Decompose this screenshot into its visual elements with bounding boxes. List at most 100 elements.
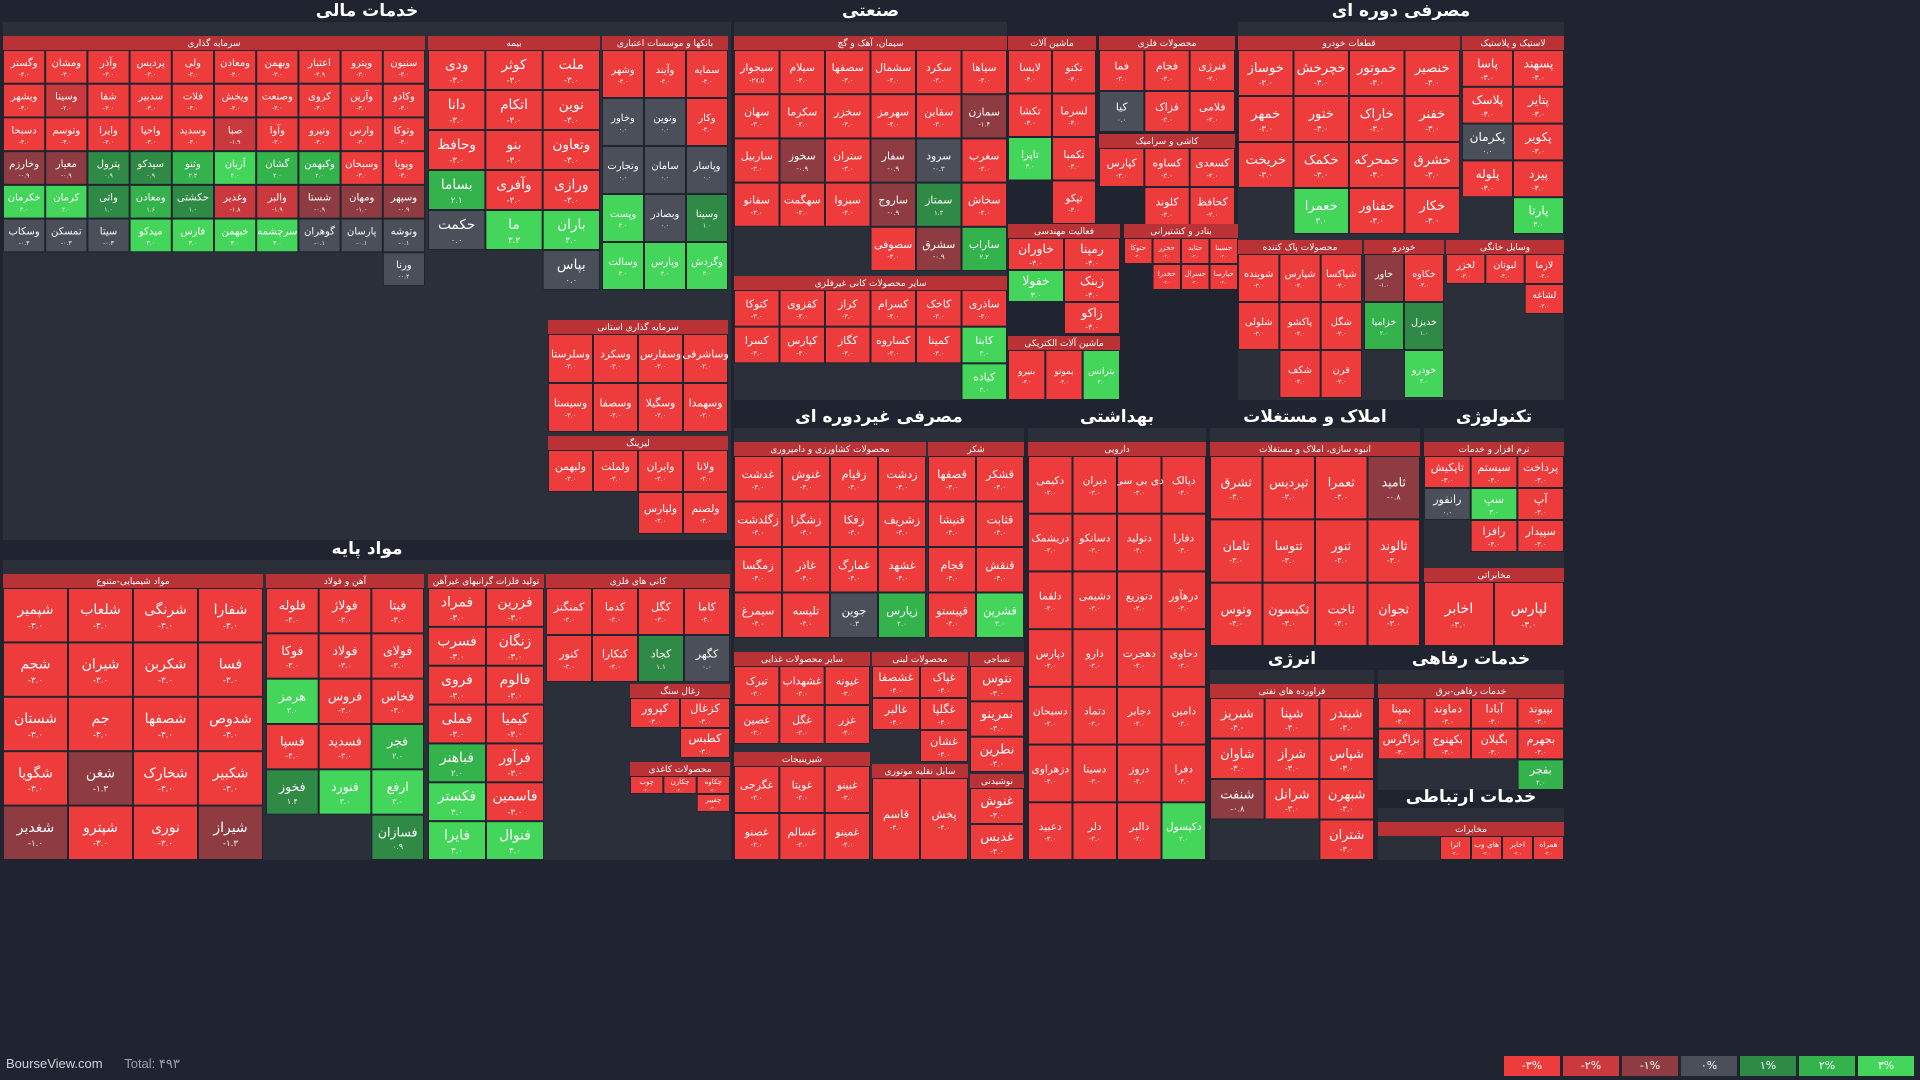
stock-change: ۲.۰ — [273, 173, 282, 180]
stock-tile — [878, 547, 926, 593]
stock-tile — [382, 151, 425, 185]
stock-tile — [1364, 302, 1404, 350]
stock-tile — [87, 218, 130, 253]
stock-tile — [318, 633, 372, 679]
stock-symbol: غپاک — [932, 670, 955, 684]
stock-symbol: کسرا — [745, 334, 770, 347]
stock-change: -۳.۰ — [1206, 75, 1218, 83]
stock-symbol: کدما — [605, 601, 626, 614]
stock-change: -۳.۰ — [145, 71, 156, 78]
stock-symbol: اخابر — [1444, 601, 1473, 617]
stock-change: ۰.۹ — [392, 842, 403, 851]
stock-symbol: فوکا — [281, 643, 303, 659]
stock-symbol: خریخت — [1245, 153, 1286, 168]
stock-change: -۳.۰ — [800, 574, 812, 583]
stock-change: ۳.۰ — [231, 173, 240, 180]
stock-symbol: ستران — [833, 150, 862, 163]
stock-change: -۳.۰ — [223, 622, 238, 632]
stock-tile — [371, 588, 425, 634]
stock-change: -۳.۰ — [1220, 255, 1228, 260]
legend-item: -۳% — [1504, 1056, 1560, 1076]
group-header — [734, 36, 1007, 50]
stock-symbol: وبهمن — [264, 58, 290, 69]
stock-symbol: شلولی — [1245, 317, 1273, 328]
stock-tile — [129, 117, 172, 152]
stock-change: -۳.۰ — [158, 839, 173, 849]
stock-symbol: کحافظ — [1197, 196, 1229, 209]
group-header — [1099, 36, 1235, 50]
group-header — [1238, 36, 1460, 50]
stock-tile — [825, 94, 871, 139]
stock-tile — [1320, 302, 1362, 350]
stock-symbol: غدشت — [742, 467, 775, 481]
stock-symbol: سفار — [881, 150, 905, 163]
stock-change: -۱.۴ — [978, 121, 990, 129]
stock-symbol: شرانل — [1274, 787, 1309, 802]
stock-change: -۳.۰ — [1253, 330, 1264, 337]
group-title: نوشیدنی — [981, 777, 1013, 787]
stock-change: -۳.۰ — [842, 209, 854, 217]
stock-symbol: کساروه — [876, 334, 911, 347]
stock-change: -۰.۹ — [398, 206, 410, 213]
legend-item: ۰% — [1681, 1056, 1737, 1076]
group-header — [1238, 240, 1362, 254]
stock-change: -۳.۰ — [145, 139, 156, 146]
stock-tile — [1099, 91, 1145, 132]
stock-tile — [872, 778, 920, 860]
stock-symbol: فنورد — [331, 779, 359, 795]
stock-tile — [1446, 254, 1486, 284]
group-title: سایل نقلیه موتوری — [885, 767, 956, 777]
stock-tile — [256, 83, 299, 118]
stock-symbol: آبادا — [1485, 701, 1503, 715]
stock-symbol: پلاسک — [1472, 93, 1504, 107]
stock-symbol: قصفها — [937, 467, 967, 481]
stock-symbol: واتی — [99, 193, 118, 204]
stock-symbol: سپیدار — [1525, 525, 1556, 538]
stock-symbol: کپارس — [787, 334, 818, 347]
stock-tile — [485, 90, 543, 130]
stock-symbol: لشاغه — [1532, 290, 1556, 301]
stock-tile — [870, 290, 916, 327]
stock-symbol: پردیس — [137, 58, 166, 69]
stock-tile — [644, 242, 686, 290]
stock-tile — [256, 117, 299, 152]
total-label: Total: ۴۹۳ — [124, 1056, 180, 1071]
stock-change: -۰.۹ — [933, 253, 945, 261]
stock-symbol: خاراک — [1360, 107, 1394, 122]
stock-tile — [87, 83, 130, 118]
stock-symbol: اثرا — [1450, 840, 1460, 849]
stock-tile — [1517, 488, 1565, 520]
group-title: سرمایه گذاری — [187, 37, 240, 49]
stock-change: -۳.۰ — [507, 769, 522, 779]
stock-tile — [171, 117, 215, 152]
stock-symbol: سصفها — [832, 61, 864, 74]
stock-tile — [1008, 350, 1046, 400]
group-title: ماشین آلات — [1030, 37, 1074, 49]
group-title: کانی های فلزی — [610, 577, 667, 587]
stock-change: -۳.۰ — [1336, 282, 1347, 289]
stock-symbol: حتاید — [1188, 244, 1202, 252]
stock-symbol: بکهنوج — [1432, 733, 1463, 746]
stock-tile — [198, 805, 263, 860]
group-title: شیرینیجات — [782, 755, 822, 765]
stock-change: ۳.۰ — [62, 206, 71, 213]
stock-tile — [638, 450, 683, 492]
stock-change: -۳.۰ — [1532, 73, 1545, 82]
stock-tile — [1470, 456, 1518, 488]
stock-change: -۳.۰ — [285, 661, 299, 670]
stock-change: -۱.۸ — [230, 206, 242, 213]
stock-tile — [133, 805, 198, 860]
stock-symbol: شگویا — [18, 764, 53, 781]
stock-tile — [3, 117, 46, 152]
stock-symbol: کقزوی — [787, 297, 818, 310]
group-title: نساجی — [984, 655, 1010, 665]
stock-tile — [970, 736, 1024, 773]
stock-tile — [779, 705, 825, 744]
stock-tile — [542, 90, 601, 130]
stock-tile — [1424, 728, 1471, 760]
stock-change: -۳.۰ — [187, 71, 198, 78]
stock-tile — [318, 769, 372, 815]
stock-change: ۳.۰ — [565, 236, 577, 246]
stock-symbol: زگلدشت — [737, 512, 778, 527]
stock-tile — [663, 776, 697, 794]
